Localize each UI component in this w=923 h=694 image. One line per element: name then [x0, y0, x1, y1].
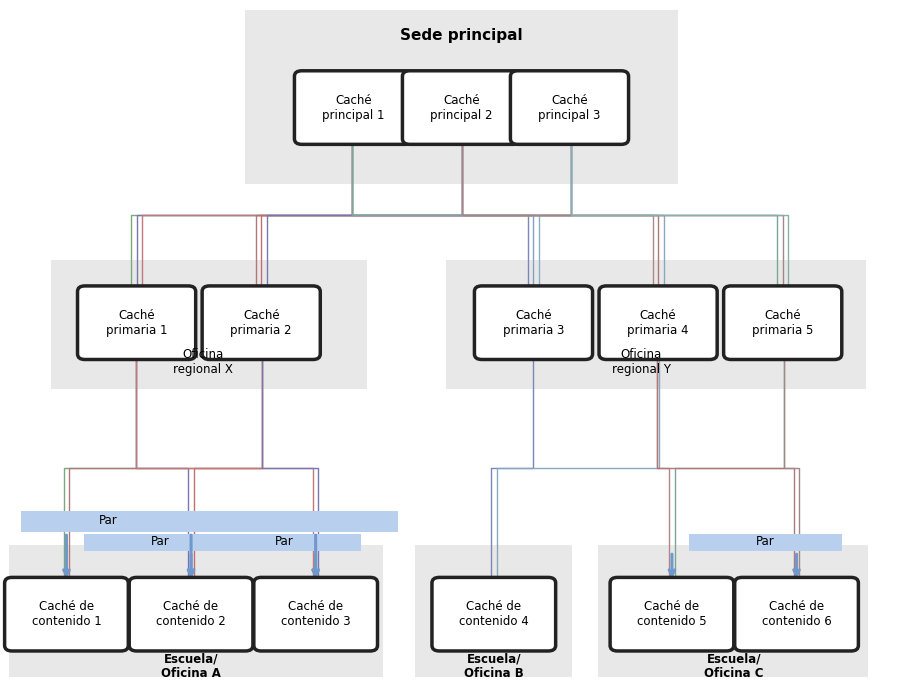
FancyBboxPatch shape — [294, 71, 413, 144]
Text: Caché de
contenido 4: Caché de contenido 4 — [459, 600, 529, 628]
FancyBboxPatch shape — [245, 10, 678, 184]
Text: Caché de
contenido 6: Caché de contenido 6 — [761, 600, 832, 628]
FancyBboxPatch shape — [432, 577, 556, 651]
Text: Escuela/
Oficina C: Escuela/ Oficina C — [704, 652, 763, 680]
Text: Caché de
contenido 3: Caché de contenido 3 — [281, 600, 351, 628]
Text: Caché
principal 3: Caché principal 3 — [538, 94, 601, 121]
Text: Caché
principal 1: Caché principal 1 — [322, 94, 385, 121]
Text: Caché
primaria 2: Caché primaria 2 — [231, 309, 292, 337]
FancyBboxPatch shape — [415, 545, 572, 677]
FancyBboxPatch shape — [510, 71, 629, 144]
Text: Escuela/
Oficina A: Escuela/ Oficina A — [162, 652, 221, 680]
Text: Caché
primaria 5: Caché primaria 5 — [752, 309, 813, 337]
Text: Par: Par — [150, 535, 170, 548]
Text: Caché de
contenido 2: Caché de contenido 2 — [156, 600, 226, 628]
FancyBboxPatch shape — [21, 511, 398, 532]
FancyBboxPatch shape — [51, 260, 367, 389]
FancyBboxPatch shape — [735, 577, 858, 651]
Text: Caché
primaria 1: Caché primaria 1 — [106, 309, 167, 337]
Text: Par: Par — [99, 514, 118, 527]
Text: Oficina
regional X: Oficina regional X — [174, 348, 233, 376]
Text: Caché de
contenido 5: Caché de contenido 5 — [637, 600, 707, 628]
Text: Caché
principal 2: Caché principal 2 — [430, 94, 493, 121]
FancyBboxPatch shape — [402, 71, 521, 144]
FancyBboxPatch shape — [202, 286, 320, 359]
FancyBboxPatch shape — [129, 577, 253, 651]
FancyBboxPatch shape — [209, 534, 361, 551]
Text: Oficina
regional Y: Oficina regional Y — [612, 348, 671, 376]
FancyBboxPatch shape — [254, 577, 378, 651]
Text: Par: Par — [275, 535, 294, 548]
FancyBboxPatch shape — [598, 545, 868, 677]
Text: Caché de
contenido 1: Caché de contenido 1 — [31, 600, 102, 628]
FancyBboxPatch shape — [610, 577, 734, 651]
FancyBboxPatch shape — [84, 534, 236, 551]
Text: Caché
primaria 4: Caché primaria 4 — [628, 309, 689, 337]
FancyBboxPatch shape — [9, 545, 383, 677]
Text: Escuela/
Oficina B: Escuela/ Oficina B — [464, 652, 523, 680]
FancyBboxPatch shape — [689, 534, 842, 551]
Text: Par: Par — [756, 535, 775, 548]
FancyBboxPatch shape — [599, 286, 717, 359]
FancyBboxPatch shape — [724, 286, 842, 359]
FancyBboxPatch shape — [446, 260, 866, 389]
Text: Caché
primaria 3: Caché primaria 3 — [503, 309, 564, 337]
FancyBboxPatch shape — [474, 286, 593, 359]
FancyBboxPatch shape — [78, 286, 196, 359]
Text: Sede principal: Sede principal — [401, 28, 522, 43]
FancyBboxPatch shape — [5, 577, 128, 651]
